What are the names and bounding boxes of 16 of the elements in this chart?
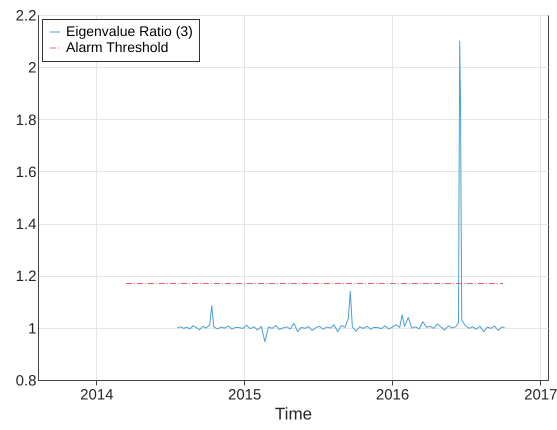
line-series <box>176 40 506 342</box>
x-axis-title: Time <box>274 404 312 424</box>
y-tick-label: 2.2 <box>16 8 36 24</box>
x-tick-label: 2017 <box>524 386 557 404</box>
y-tick-label: 1.2 <box>16 268 36 286</box>
x-tick-label: 2015 <box>228 386 262 404</box>
y-tick-label: 1.4 <box>16 216 36 234</box>
legend-label: Eigenvalue Ratio (3) <box>66 23 193 39</box>
y-tick-label: 1.8 <box>16 112 36 129</box>
x-tick-label: 2014 <box>80 386 114 404</box>
legend-label: Alarm Threshold <box>66 39 168 55</box>
y-tick-label: 2 <box>28 60 36 77</box>
x-tick-label: 2016 <box>376 386 410 404</box>
y-tick-label: 1 <box>28 320 36 338</box>
y-tick-label: 0.8 <box>16 372 36 390</box>
y-tick-label: 1.6 <box>16 164 36 181</box>
